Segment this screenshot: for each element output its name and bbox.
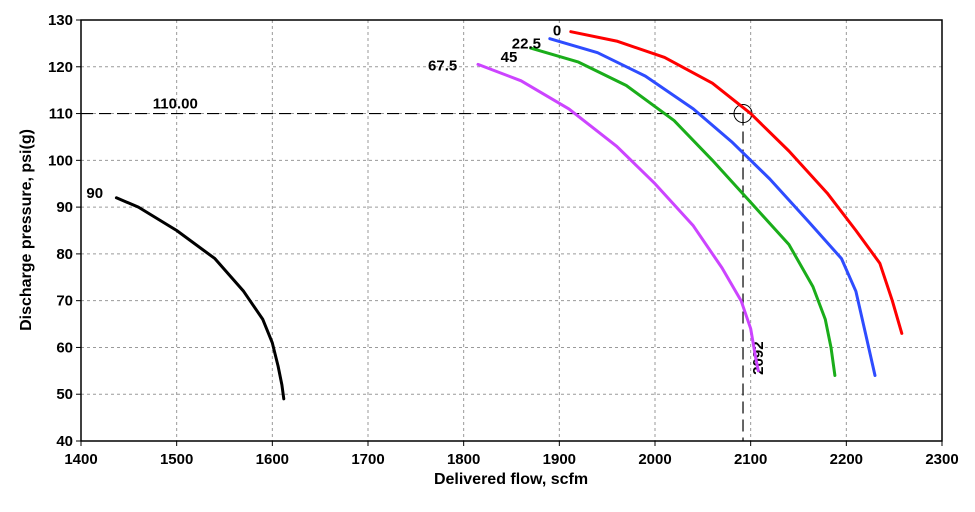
series-line-67.5 — [476, 62, 760, 373]
y-tick-label: 80 — [56, 246, 73, 263]
y-tick-label: 120 — [48, 59, 73, 76]
x-tick-label: 1900 — [543, 451, 576, 468]
x-axis-label: Delivered flow, scfm — [434, 471, 588, 488]
series-group — [114, 30, 904, 401]
y-tick-label: 70 — [56, 293, 73, 310]
series-label-90: 90 — [86, 185, 103, 202]
y-tick-label: 130 — [48, 12, 73, 29]
y-axis-label: Discharge pressure, psi(g) — [18, 129, 35, 331]
series-line-90 — [114, 196, 286, 401]
grid — [81, 20, 942, 441]
horizontal-reference-label: 110.00 — [153, 96, 198, 113]
x-tick-label: 2300 — [925, 451, 958, 468]
series-line-45 — [529, 46, 837, 377]
y-tick-label: 90 — [56, 199, 73, 216]
x-tick-label: 2000 — [638, 451, 671, 468]
x-tick-label: 1500 — [160, 451, 193, 468]
x-tick-label: 1700 — [351, 451, 384, 468]
series-label-45: 45 — [501, 49, 518, 66]
y-tick-label: 40 — [56, 433, 73, 450]
series-line-22.5 — [548, 37, 877, 377]
x-tick-label: 1400 — [64, 451, 97, 468]
plot-frame — [80, 19, 943, 442]
y-tick-label: 110 — [49, 106, 73, 123]
series-label-0: 0 — [553, 23, 561, 40]
y-tick-label: 60 — [56, 339, 73, 356]
x-tick-label: 1800 — [447, 451, 480, 468]
series-line-0 — [569, 30, 904, 335]
x-tick-label: 2200 — [830, 451, 863, 468]
y-tick-label: 100 — [48, 152, 73, 169]
series-label-67.5: 67.5 — [428, 57, 457, 74]
series-label-22.5: 22.5 — [512, 36, 541, 53]
y-tick-label: 50 — [56, 386, 73, 403]
x-tick-label: 1600 — [256, 451, 289, 468]
ticks: 1400 1500 1600 1700 1800 1900 2000 2100 2200 2300… — [48, 12, 959, 468]
x-tick-label: 2100 — [734, 451, 767, 468]
series-labels: 0 22.545 67.5 90 — [86, 23, 561, 202]
